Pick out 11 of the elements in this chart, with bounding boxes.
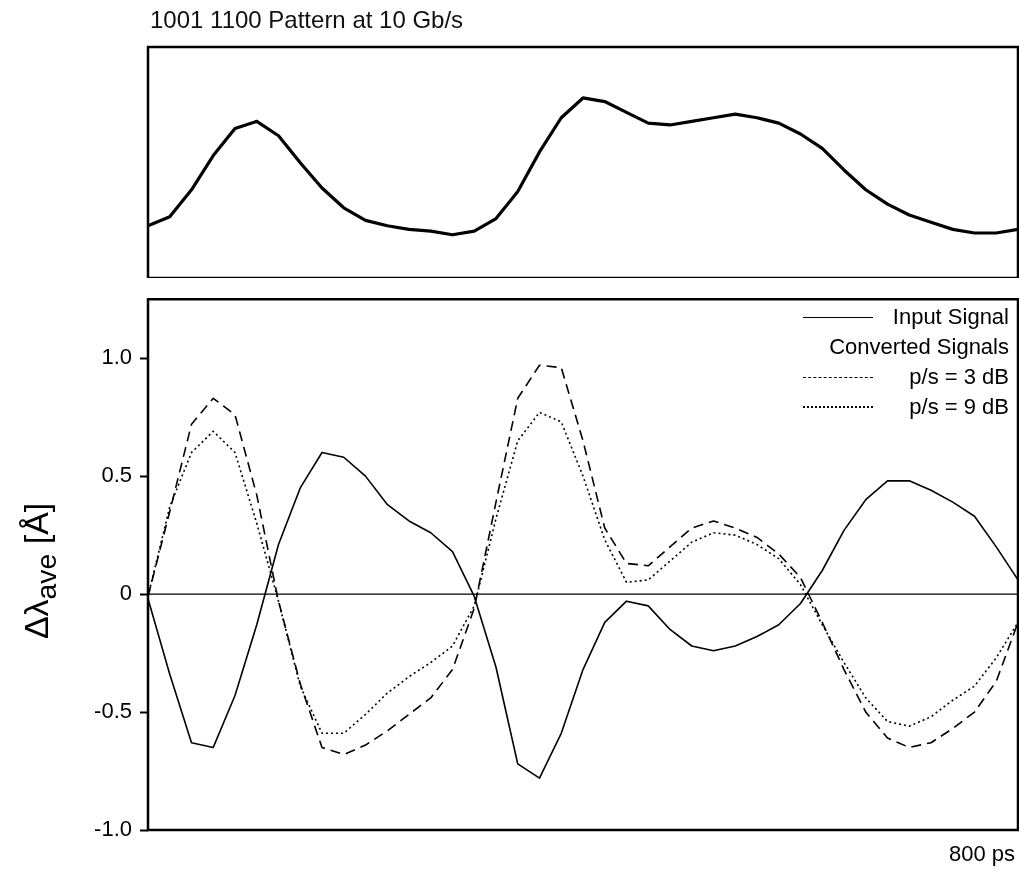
- legend-label: p/s = 3 dB: [908, 364, 1009, 390]
- legend-label: p/s = 9 dB: [908, 394, 1009, 420]
- x-axis-title: 800 ps: [948, 841, 1015, 867]
- y-tick-label: -0.5: [94, 698, 132, 724]
- y-tick-label: 0: [119, 580, 132, 606]
- y-tick-label: -1.0: [94, 816, 132, 842]
- y-tick-label: 1.0: [101, 344, 132, 370]
- legend-label: Input Signal: [892, 304, 1009, 330]
- chart-title: 1001 1100 Pattern at 10 Gb/s: [150, 6, 464, 34]
- y-tick-label: 0.5: [101, 462, 132, 488]
- legend-title: Converted Signals: [828, 334, 1009, 360]
